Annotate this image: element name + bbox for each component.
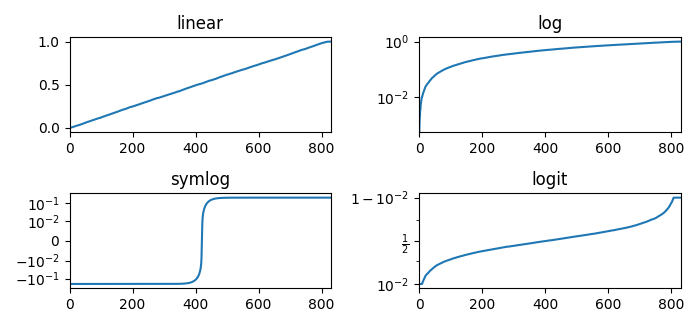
Title: linear: linear xyxy=(177,15,224,33)
Title: log: log xyxy=(538,15,563,33)
Title: logit: logit xyxy=(532,171,568,189)
Title: symlog: symlog xyxy=(170,171,230,189)
